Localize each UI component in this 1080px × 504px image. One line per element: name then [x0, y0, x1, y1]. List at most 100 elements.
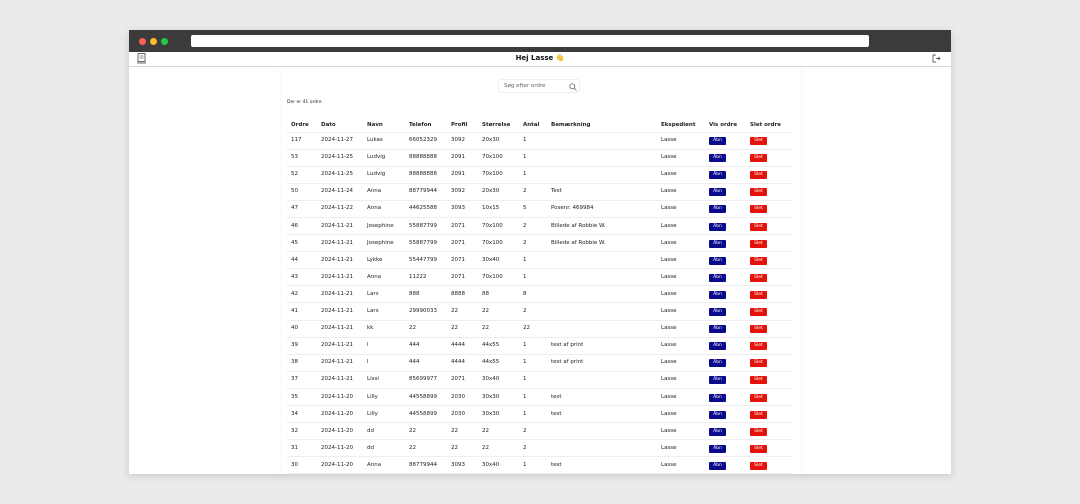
- cell: 44x55: [482, 359, 500, 366]
- delete-button[interactable]: Slet: [750, 188, 767, 197]
- cell: 85699977: [409, 376, 437, 383]
- cell: 1: [523, 410, 527, 417]
- cell: 8: [523, 290, 527, 297]
- cell: 52: [291, 171, 298, 178]
- delete-button[interactable]: Slet: [750, 308, 767, 316]
- row-rule: [287, 336, 792, 338]
- open-button[interactable]: Åbn: [709, 376, 726, 385]
- delete-button[interactable]: Slet: [750, 359, 767, 368]
- cell: l: [367, 359, 369, 366]
- cell: Josephine: [367, 239, 394, 246]
- row-rule: [287, 387, 792, 389]
- cell: 2024-11-25: [321, 154, 353, 161]
- delete-button[interactable]: Slet: [750, 171, 767, 180]
- delete-button[interactable]: Slet: [750, 137, 767, 145]
- cell: 22: [482, 325, 489, 332]
- delete-button[interactable]: Slet: [750, 256, 767, 265]
- open-button[interactable]: Åbn: [709, 154, 726, 163]
- logout-icon[interactable]: [932, 54, 941, 63]
- cell: 22: [482, 444, 489, 451]
- row-rule: [287, 268, 792, 270]
- cell: Lars: [367, 308, 379, 314]
- open-button[interactable]: Åbn: [709, 410, 726, 419]
- open-button[interactable]: Åbn: [709, 205, 726, 214]
- cell: 4444: [451, 342, 465, 349]
- cell: 22: [451, 308, 458, 314]
- cell: Lasse: [661, 188, 677, 195]
- delete-button[interactable]: Slet: [750, 410, 767, 419]
- delete-button[interactable]: Slet: [750, 461, 767, 470]
- cell: 3092: [451, 137, 465, 143]
- open-button[interactable]: Åbn: [709, 308, 726, 316]
- column-header: Størrelse: [482, 122, 511, 128]
- open-button[interactable]: Åbn: [709, 427, 726, 436]
- delete-button[interactable]: Slet: [750, 239, 767, 248]
- open-button[interactable]: Åbn: [709, 444, 726, 453]
- open-button[interactable]: Åbn: [709, 188, 726, 197]
- cell: 3093: [451, 461, 465, 468]
- column-header: Slet ordre: [750, 122, 781, 128]
- min-dot[interactable]: [150, 38, 157, 45]
- cell: Lilly: [367, 393, 378, 400]
- delete-button[interactable]: Slet: [750, 325, 767, 334]
- address-bar[interactable]: [191, 35, 869, 47]
- cell: 70x100: [482, 171, 503, 178]
- cell: Lasse: [661, 290, 677, 297]
- delete-button[interactable]: Slet: [750, 376, 767, 385]
- delete-button[interactable]: Slet: [750, 290, 767, 299]
- open-button[interactable]: Åbn: [709, 393, 726, 402]
- search-icon[interactable]: [569, 83, 577, 91]
- open-button[interactable]: Åbn: [709, 461, 726, 470]
- delete-button[interactable]: Slet: [750, 222, 767, 231]
- title: Hej Lasse 👋: [515, 54, 565, 62]
- open-button[interactable]: Åbn: [709, 290, 726, 299]
- delete-button[interactable]: Slet: [750, 444, 767, 453]
- orders-icon[interactable]: [137, 53, 146, 64]
- open-button[interactable]: Åbn: [709, 273, 726, 282]
- close-dot[interactable]: [139, 38, 146, 45]
- row-rule: [287, 234, 792, 235]
- cell: 1: [523, 359, 527, 366]
- open-button[interactable]: Åbn: [709, 239, 726, 248]
- cell: Ludvig: [367, 154, 386, 161]
- cell: Lasse: [661, 205, 677, 212]
- delete-button[interactable]: Slet: [750, 154, 767, 163]
- cell: Ludvig: [367, 171, 386, 178]
- delete-button[interactable]: Slet: [750, 205, 767, 214]
- delete-button[interactable]: Slet: [750, 273, 767, 282]
- cell: 40: [291, 325, 298, 332]
- delete-button[interactable]: Slet: [750, 342, 767, 351]
- delete-button[interactable]: Slet: [750, 427, 767, 436]
- delete-button[interactable]: Slet: [750, 393, 767, 402]
- search-box[interactable]: Søg efter ordre: [498, 79, 580, 93]
- cell: Posenr. 469984: [551, 205, 594, 212]
- cell: 2: [523, 239, 527, 246]
- open-button[interactable]: Åbn: [709, 342, 726, 351]
- open-button[interactable]: Åbn: [709, 171, 726, 180]
- open-button[interactable]: Åbn: [709, 256, 726, 265]
- cell: 5: [523, 205, 527, 212]
- header-rule: [287, 132, 792, 133]
- cell: 20x30: [482, 188, 500, 195]
- cell: 2071: [451, 256, 465, 263]
- open-button[interactable]: Åbn: [709, 137, 726, 145]
- cell: 8888: [451, 290, 465, 297]
- open-button[interactable]: Åbn: [709, 222, 726, 231]
- cell: 37: [291, 376, 298, 383]
- column-header: Navn: [367, 122, 383, 128]
- cell: Lasse: [661, 461, 677, 468]
- column-header: Profil: [451, 122, 468, 128]
- cell: test af print: [551, 342, 584, 349]
- column-header: Vis ordre: [709, 122, 738, 128]
- cell: Anna: [367, 461, 382, 468]
- browser-window: Hej Lasse 👋 Søg efter ordre Der er 41 or…: [129, 30, 951, 474]
- cell: 39: [291, 342, 298, 349]
- open-button[interactable]: Åbn: [709, 359, 726, 368]
- cell: 2024-11-25: [321, 171, 353, 178]
- row-rule: [287, 302, 792, 304]
- cell: 44625588: [409, 205, 437, 212]
- max-dot[interactable]: [161, 38, 168, 45]
- open-button[interactable]: Åbn: [709, 325, 726, 334]
- cell: 2: [523, 222, 527, 229]
